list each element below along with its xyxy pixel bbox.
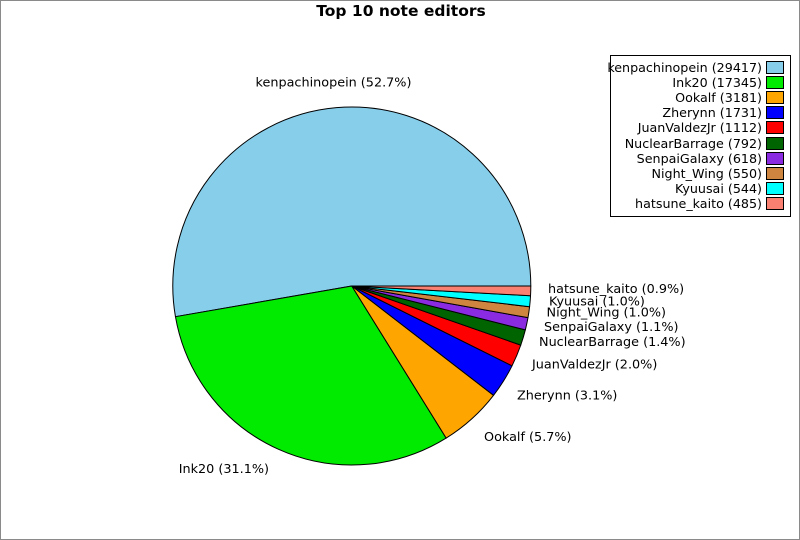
legend-item-label: Kyuusai (544) (674, 180, 762, 196)
pie-slice-label-Ookalf: Ookalf (5.7%) (484, 430, 572, 445)
legend-item-NuclearBarrage: NuclearBarrage (792) (615, 135, 784, 151)
legend-item-label: Ink20 (17345) (672, 75, 762, 91)
legend-item-label: NuclearBarrage (792) (624, 135, 762, 151)
pie-slice-label-Zherynn: Zherynn (3.1%) (517, 389, 617, 404)
pie-slice-label-JuanValdezJr: JuanValdezJr (2.0%) (531, 358, 657, 373)
legend-item-label: hatsune_kaito (485) (635, 195, 762, 211)
legend-item-Ink20: Ink20 (17345) (615, 75, 784, 90)
legend-item-label: SenpaiGalaxy (618) (636, 150, 762, 166)
legend-item-label: Night_Wing (550) (651, 165, 762, 181)
legend-color-swatch (766, 61, 784, 75)
pie-slice-kenpachinopein (172, 106, 532, 318)
legend-item-Night_Wing: Night_Wing (550) (615, 166, 784, 181)
legend-color-swatch (766, 76, 784, 90)
pie-slice-Ink20 (174, 285, 447, 466)
legend-item-Zherynn: Zherynn (1731) (615, 105, 784, 120)
pie-slice-hatsune_kaito (351, 285, 532, 297)
legend-item-label: kenpachinopein (29417) (607, 60, 762, 76)
legend-item-kenpachinopein: kenpachinopein (29417) (607, 60, 784, 75)
legend-color-swatch (766, 106, 784, 120)
legend-color-swatch (766, 121, 784, 135)
legend-color-swatch (766, 196, 784, 210)
legend-color-swatch (766, 91, 784, 105)
legend-item-hatsune_kaito: hatsune_kaito (485) (615, 196, 784, 211)
legend-box: kenpachinopein (29417) Ink20 (17345) Ookal… (607, 55, 791, 217)
pie-slice-label-SenpaiGalaxy: SenpaiGalaxy (1.1%) (544, 320, 679, 335)
pie-slice-label-kenpachinopein: kenpachinopein (52.7%) (256, 76, 412, 91)
legend-item-label: JuanValdezJr (1112) (637, 120, 762, 136)
pie-slice-label-Kyuusai: Kyuusai (1.0%) (549, 295, 645, 310)
pie-slice-label-Ink20: Ink20 (31.1%) (179, 462, 269, 477)
legend-color-swatch (766, 166, 784, 180)
pie-slice-label-hatsune_kaito: hatsune_kaito (0.9%) (548, 282, 684, 297)
pie-slice-label-Night_Wing: Night_Wing (1.0%) (547, 306, 667, 321)
legend-item-label: Zherynn (1731) (662, 105, 762, 121)
legend-item-Ookalf: Ookalf (3181) (615, 90, 784, 105)
chart-title: Top 10 note editors (316, 2, 486, 20)
legend-color-swatch (766, 181, 784, 195)
legend-item-label: Ookalf (3181) (675, 90, 762, 106)
legend-item-JuanValdezJr: JuanValdezJr (1112) (615, 120, 784, 135)
legend-color-swatch (766, 136, 784, 150)
legend-item-SenpaiGalaxy: SenpaiGalaxy (618) (615, 151, 784, 166)
pie-slice-label-NuclearBarrage: NuclearBarrage (1.4%) (539, 335, 686, 350)
legend-color-swatch (766, 151, 784, 165)
legend-item-Kyuusai: Kyuusai (544) (615, 181, 784, 196)
